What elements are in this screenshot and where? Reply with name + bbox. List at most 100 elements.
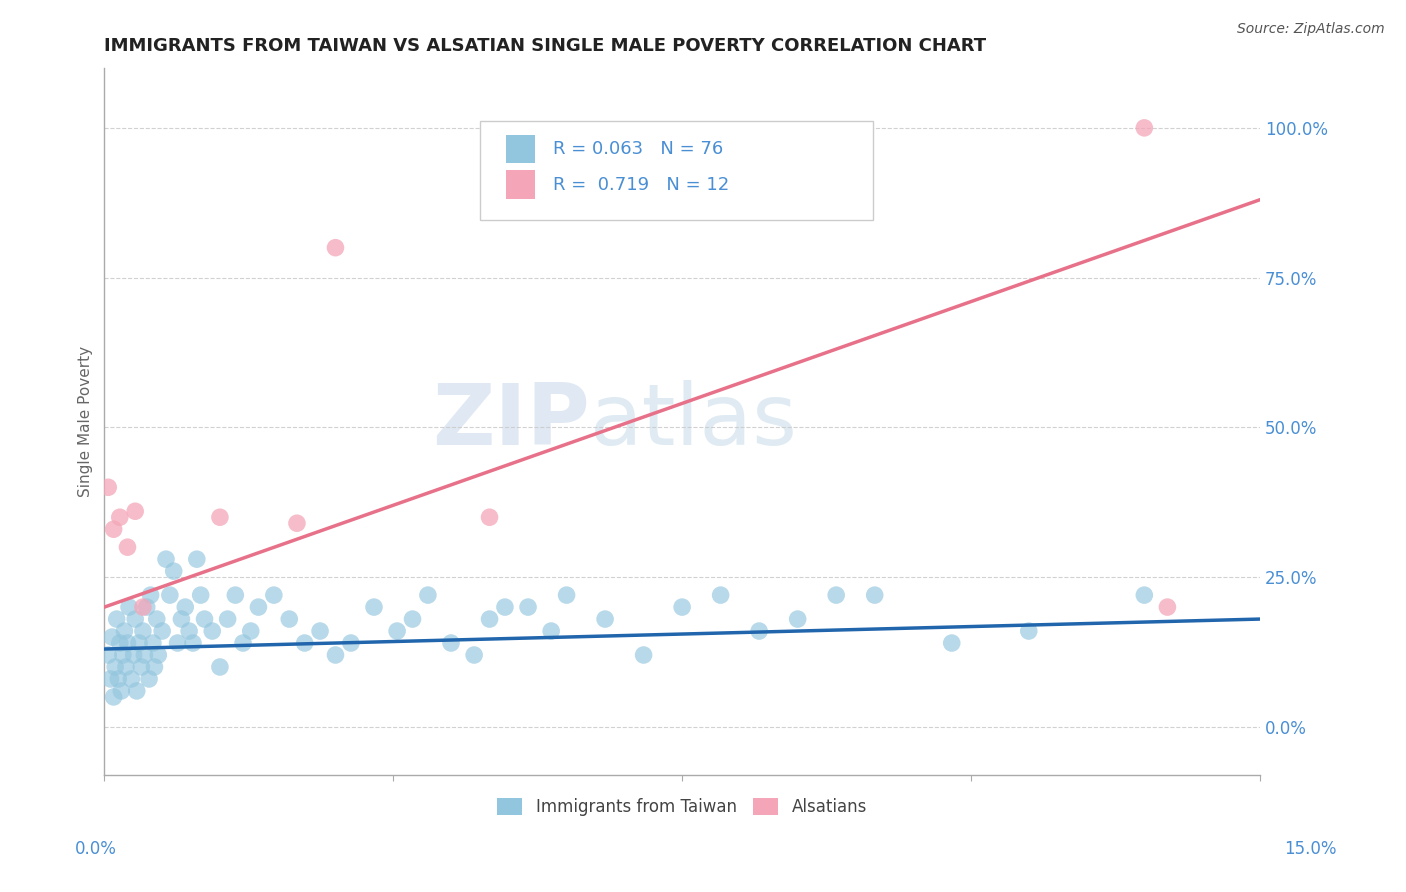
Point [103, 522, 125, 536]
Point [166, 636, 188, 650]
Point [416, 588, 439, 602]
Point [186, 552, 208, 566]
Point [124, 612, 146, 626]
Y-axis label: Single Male Poverty: Single Male Poverty [79, 346, 93, 497]
Point [107, 672, 129, 686]
Point [132, 600, 155, 615]
Point [633, 648, 655, 662]
Point [401, 612, 423, 626]
Point [108, 636, 131, 650]
Point [134, 648, 156, 662]
Point [239, 624, 262, 638]
Point [117, 540, 139, 554]
Point [135, 600, 157, 615]
Point [208, 660, 231, 674]
Point [363, 600, 385, 615]
Point [540, 624, 562, 638]
Point [145, 612, 167, 626]
Point [112, 624, 135, 638]
Point [105, 612, 128, 626]
Point [97, 480, 120, 494]
Point [155, 552, 177, 566]
Point [593, 612, 616, 626]
Point [190, 588, 212, 602]
Point [128, 636, 150, 650]
Point [710, 588, 733, 602]
Text: IMMIGRANTS FROM TAIWAN VS ALSATIAN SINGLE MALE POVERTY CORRELATION CHART: IMMIGRANTS FROM TAIWAN VS ALSATIAN SINGL… [104, 37, 987, 55]
Point [825, 588, 848, 602]
Point [100, 672, 122, 686]
Point [1018, 624, 1040, 638]
Point [170, 612, 193, 626]
Point [278, 612, 301, 626]
Text: R = 0.063   N = 76: R = 0.063 N = 76 [553, 140, 723, 158]
Point [97, 648, 120, 662]
Point [941, 636, 963, 650]
Point [125, 684, 148, 698]
Point [1133, 588, 1156, 602]
Point [142, 636, 165, 650]
Point [1156, 600, 1178, 615]
Point [174, 600, 197, 615]
Point [478, 510, 501, 524]
Point [263, 588, 285, 602]
Point [201, 624, 224, 638]
Point [478, 612, 501, 626]
Point [671, 600, 693, 615]
Text: 15.0%: 15.0% [1284, 840, 1337, 858]
Point [247, 600, 270, 615]
Point [139, 588, 162, 602]
Point [117, 636, 139, 650]
Point [555, 588, 578, 602]
Point [118, 600, 141, 615]
Point [111, 648, 134, 662]
Point [786, 612, 808, 626]
Point [193, 612, 215, 626]
Point [1133, 120, 1156, 135]
Point [463, 648, 485, 662]
Point [131, 660, 153, 674]
Point [148, 648, 170, 662]
Point [285, 516, 308, 531]
Text: 0.0%: 0.0% [75, 840, 117, 858]
Point [517, 600, 540, 615]
Point [181, 636, 204, 650]
Point [124, 504, 146, 518]
Point [294, 636, 316, 650]
Point [325, 648, 347, 662]
Point [217, 612, 239, 626]
Point [232, 636, 254, 650]
Text: Source: ZipAtlas.com: Source: ZipAtlas.com [1237, 22, 1385, 37]
Point [132, 624, 155, 638]
Point [224, 588, 246, 602]
Point [325, 241, 347, 255]
Point [340, 636, 363, 650]
Point [748, 624, 770, 638]
Point [122, 648, 145, 662]
Point [115, 660, 138, 674]
Point [208, 510, 231, 524]
FancyBboxPatch shape [479, 121, 873, 220]
Point [138, 672, 160, 686]
Legend: Immigrants from Taiwan, Alsatians: Immigrants from Taiwan, Alsatians [498, 797, 868, 816]
Point [494, 600, 516, 615]
Point [110, 684, 132, 698]
Point [104, 660, 127, 674]
Point [143, 660, 166, 674]
Text: ZIP: ZIP [432, 380, 589, 463]
Point [309, 624, 332, 638]
Point [385, 624, 408, 638]
Point [159, 588, 181, 602]
Point [103, 690, 125, 704]
Point [179, 624, 201, 638]
Point [163, 564, 186, 578]
Point [120, 672, 142, 686]
Point [863, 588, 886, 602]
Point [101, 630, 124, 644]
FancyBboxPatch shape [506, 170, 536, 199]
Text: atlas: atlas [589, 380, 797, 463]
Point [150, 624, 173, 638]
FancyBboxPatch shape [506, 135, 536, 163]
Point [108, 510, 131, 524]
Text: R =  0.719   N = 12: R = 0.719 N = 12 [553, 176, 728, 194]
